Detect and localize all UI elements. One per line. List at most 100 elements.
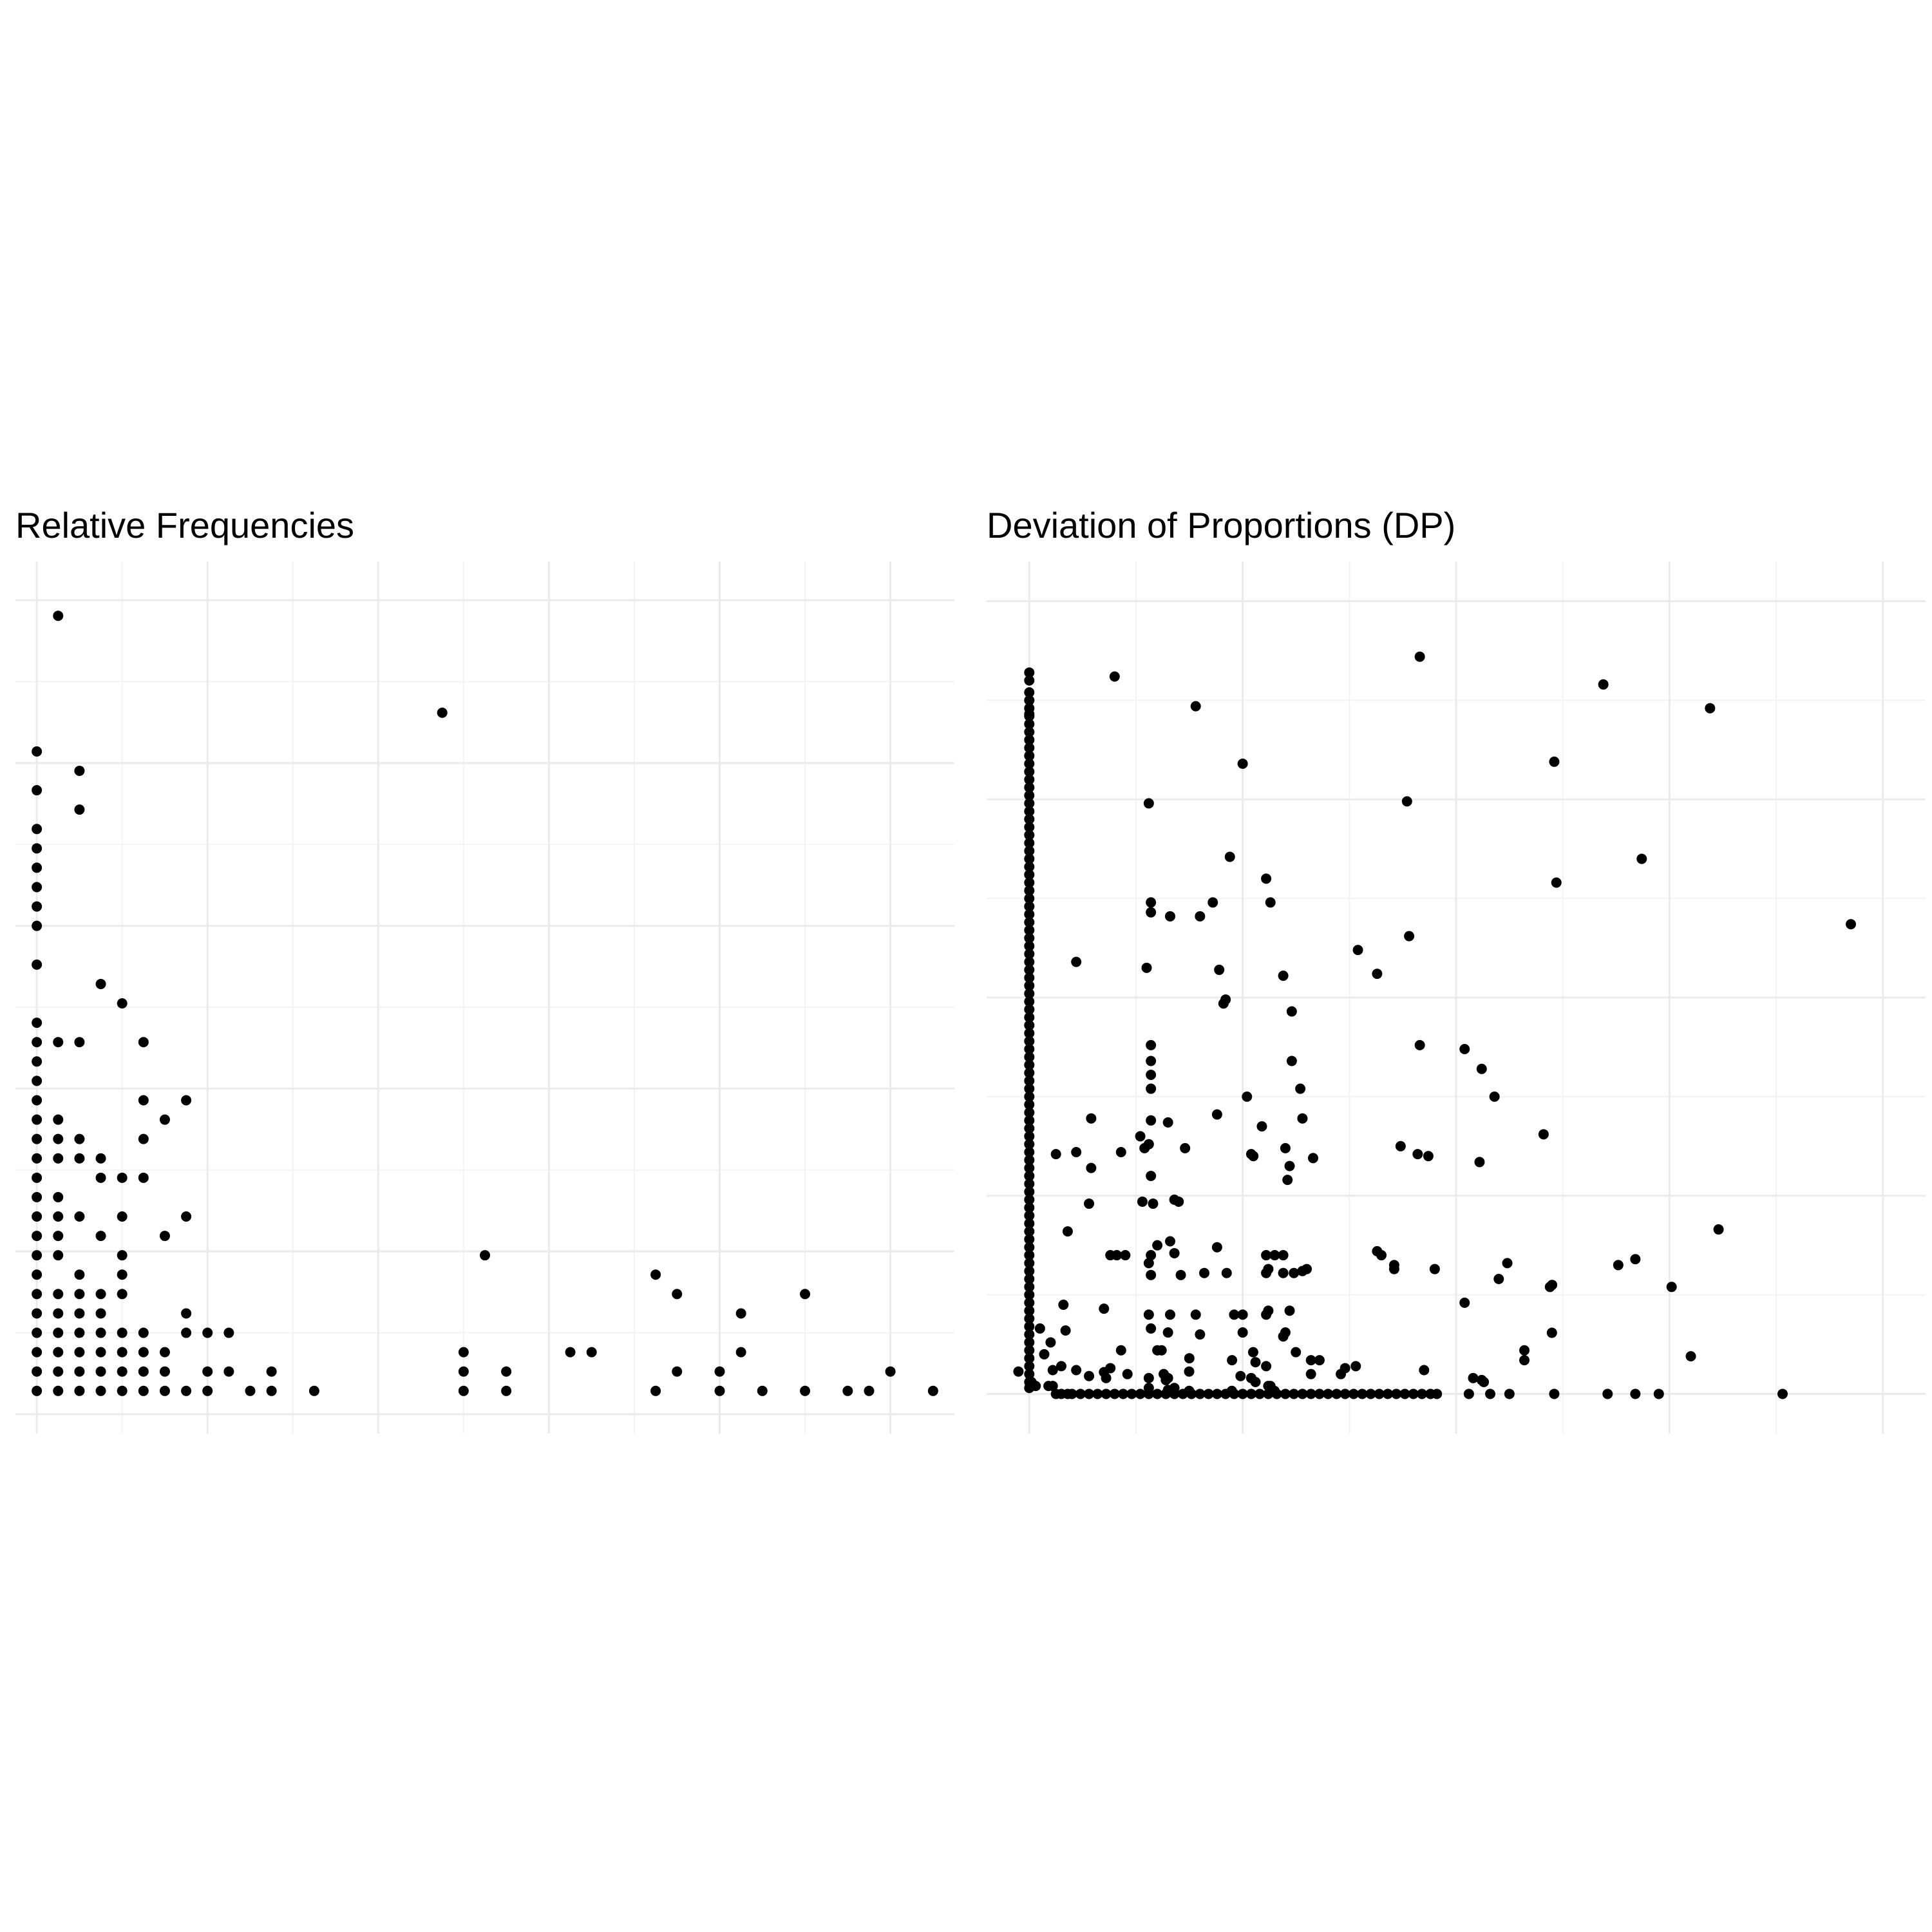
scatter-point bbox=[223, 1366, 234, 1377]
scatter-point bbox=[1602, 1388, 1613, 1399]
scatter-point bbox=[266, 1366, 277, 1377]
scatter-point bbox=[1146, 1070, 1157, 1081]
scatter-point bbox=[1024, 846, 1035, 857]
scatter-point bbox=[1479, 1376, 1490, 1387]
scatter-point bbox=[1034, 1323, 1045, 1334]
scatter-point bbox=[1084, 1198, 1095, 1209]
scatter-point bbox=[95, 1385, 106, 1396]
scatter-point bbox=[1024, 1099, 1035, 1110]
scatter-point bbox=[32, 1385, 43, 1396]
scatter-point bbox=[32, 1191, 43, 1202]
scatter-point bbox=[1146, 1056, 1157, 1066]
scatter-point bbox=[501, 1366, 512, 1377]
scatter-point bbox=[1045, 1337, 1056, 1348]
scatter-point bbox=[1164, 1236, 1175, 1247]
scatter-point bbox=[1024, 1004, 1035, 1015]
scatter-point bbox=[1101, 1388, 1112, 1399]
scatter-point bbox=[117, 1289, 128, 1300]
scatter-point bbox=[1653, 1388, 1664, 1399]
scatter-point bbox=[1297, 1265, 1308, 1276]
scatter-point bbox=[1229, 1388, 1240, 1399]
scatter-point bbox=[245, 1385, 256, 1396]
scatter-point bbox=[53, 1289, 64, 1300]
scatter-point bbox=[53, 1037, 64, 1048]
scatter-point bbox=[32, 1347, 43, 1358]
scatter-point bbox=[1162, 1327, 1173, 1338]
scatter-point bbox=[672, 1289, 683, 1300]
scatter-point bbox=[1314, 1355, 1325, 1366]
scatter-point bbox=[1211, 1242, 1222, 1253]
scatter-point bbox=[1024, 1345, 1035, 1356]
scatter-point bbox=[159, 1366, 170, 1377]
scatter-point bbox=[1459, 1044, 1470, 1055]
scatter-point bbox=[800, 1385, 811, 1396]
scatter-point bbox=[1024, 1179, 1035, 1189]
scatter-point bbox=[1186, 1388, 1197, 1399]
scatter-point bbox=[1190, 1309, 1201, 1320]
scatter-point bbox=[735, 1347, 746, 1358]
scatter-point bbox=[1146, 1115, 1157, 1126]
scatter-point bbox=[95, 1308, 106, 1319]
scatter-point bbox=[1630, 1388, 1641, 1399]
scatter-point bbox=[1305, 1355, 1316, 1366]
scatter-point bbox=[1152, 1388, 1163, 1399]
scatter-point bbox=[1474, 1157, 1485, 1168]
scatter-point bbox=[1549, 756, 1560, 767]
scatter-point bbox=[1630, 1254, 1641, 1265]
scatter-point bbox=[1024, 782, 1035, 793]
scatter-point bbox=[53, 1347, 64, 1358]
scatter-point bbox=[1075, 1388, 1086, 1399]
scatter-point bbox=[181, 1211, 192, 1222]
scatter-point bbox=[1024, 806, 1035, 817]
scatter-point bbox=[1120, 1250, 1131, 1261]
scatter-point bbox=[1352, 945, 1363, 956]
scatter-point bbox=[32, 1231, 43, 1242]
scatter-point bbox=[1146, 1170, 1157, 1181]
scatter-point bbox=[1391, 1388, 1402, 1399]
scatter-point bbox=[1416, 1388, 1427, 1399]
scatter-point bbox=[1024, 1258, 1035, 1269]
scatter-point bbox=[1180, 1142, 1191, 1153]
chart-title-relative-frequencies: Relative Frequencies bbox=[15, 505, 354, 545]
scatter-point bbox=[138, 1347, 149, 1358]
panel-relative-frequencies: Relative Frequencies bbox=[15, 505, 1557, 1434]
scatter-point bbox=[32, 843, 43, 854]
scatter-point bbox=[1211, 1109, 1222, 1120]
scatter-point bbox=[1024, 1155, 1035, 1166]
scatter-point bbox=[757, 1385, 768, 1396]
scatter-point bbox=[1485, 1388, 1496, 1399]
scatter-point bbox=[1024, 1123, 1035, 1134]
scatter-point bbox=[159, 1114, 170, 1125]
scatter-point bbox=[95, 1327, 106, 1338]
scatter-point bbox=[1050, 1149, 1061, 1160]
scatter-point bbox=[1024, 1020, 1035, 1031]
scatter-point bbox=[1255, 1388, 1265, 1399]
scatter-point bbox=[1024, 1028, 1035, 1039]
scatter-point bbox=[53, 1366, 64, 1377]
scatter-point bbox=[32, 1327, 43, 1338]
scatter-point bbox=[1024, 1139, 1035, 1150]
scatter-point bbox=[1261, 1267, 1272, 1278]
scatter-point bbox=[159, 1347, 170, 1358]
scatter-point bbox=[1237, 1327, 1248, 1338]
scatter-point bbox=[1024, 766, 1035, 777]
scatter-point bbox=[1538, 1129, 1549, 1140]
scatter-point bbox=[1404, 931, 1415, 942]
scatter-point bbox=[1247, 1347, 1258, 1358]
scatter-point bbox=[1261, 873, 1272, 884]
scatter-point bbox=[1101, 1372, 1112, 1383]
scatter-point bbox=[1024, 1289, 1035, 1300]
scatter-point bbox=[1340, 1388, 1350, 1399]
scatter-point bbox=[1062, 1226, 1073, 1237]
scatter-point bbox=[1024, 667, 1035, 678]
scatter-point bbox=[1109, 671, 1120, 682]
scatter-point bbox=[1024, 829, 1035, 840]
scatter-point bbox=[1195, 911, 1206, 922]
scatter-point bbox=[1395, 1141, 1406, 1151]
scatter-point bbox=[138, 1327, 149, 1338]
scatter-point bbox=[1024, 734, 1035, 745]
scatter-point bbox=[1289, 1388, 1300, 1399]
scatter-point bbox=[1141, 962, 1152, 973]
scatter-point bbox=[1047, 1381, 1058, 1392]
